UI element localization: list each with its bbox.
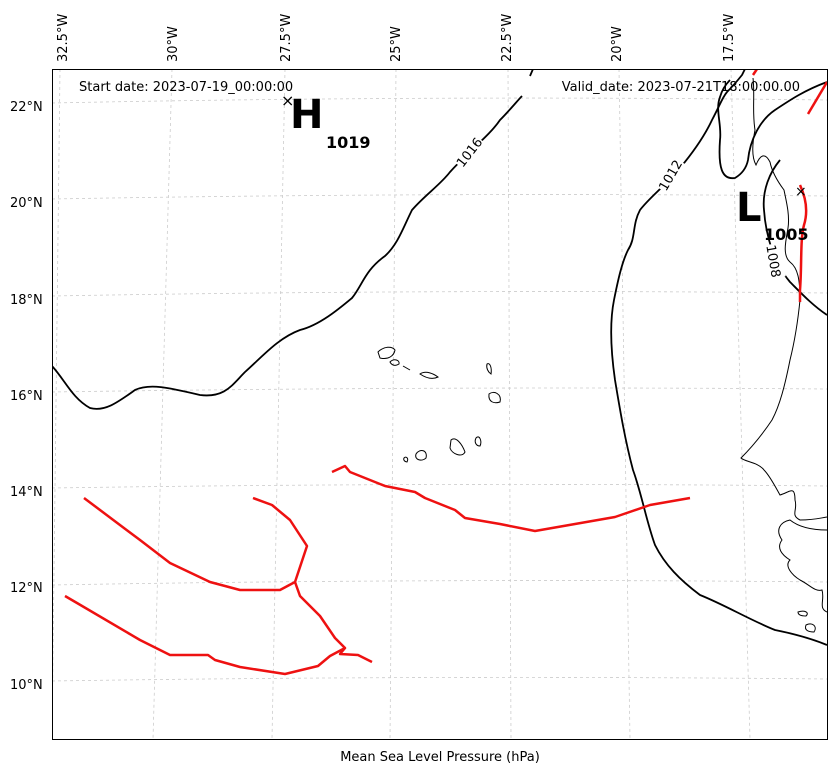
island — [486, 363, 492, 375]
lat-tick-label: 16°N — [10, 389, 43, 404]
lon-tick-label: 22.5°W — [500, 14, 515, 62]
isobar-1012 — [717, 79, 827, 179]
island — [805, 623, 816, 633]
graticule — [52, 69, 827, 739]
coastlines — [377, 77, 827, 633]
lon-tick-label: 30°W — [166, 26, 181, 62]
island — [403, 456, 409, 463]
isobar-1012-upper — [679, 69, 746, 169]
isobar-1016-top — [529, 69, 534, 77]
isobar-label: 1008 — [762, 244, 783, 279]
start-date: Start date: 2023-07-19_00:00:00 — [79, 80, 293, 95]
high-pressure-value: 1019 — [326, 133, 371, 152]
fronts — [64, 69, 827, 676]
africa-coastline-south — [778, 519, 827, 613]
front-line — [331, 464, 691, 533]
island — [402, 365, 411, 371]
low-center-marker-icon: × — [795, 184, 807, 200]
africa-coastline — [740, 77, 827, 521]
lon-tick-label: 20°W — [610, 26, 625, 62]
island — [419, 371, 439, 379]
axis-title: Mean Sea Level Pressure (hPa) — [340, 750, 540, 765]
lon-tick-label: 27.5°W — [279, 14, 294, 62]
high-center-marker-icon: × — [281, 91, 294, 110]
front-line — [338, 647, 373, 664]
front-line — [64, 581, 347, 676]
low-pressure-value: 1005 — [764, 225, 809, 244]
lon-tick-label: 25°W — [389, 26, 404, 62]
island — [377, 346, 396, 359]
island — [415, 450, 427, 461]
lon-tick-label: 32.5°W — [56, 14, 71, 62]
island — [797, 610, 808, 617]
high-symbol: H — [290, 92, 323, 138]
lat-tick-label: 18°N — [10, 293, 43, 308]
latitude-tick-labels: 22°N 20°N 18°N 16°N 14°N 12°N 10°N — [10, 100, 43, 693]
lat-tick-label: 14°N — [10, 485, 43, 500]
front-line — [798, 184, 808, 302]
lat-tick-label: 10°N — [10, 678, 43, 693]
map-frame — [52, 69, 828, 740]
island — [488, 391, 501, 404]
lat-tick-label: 22°N — [10, 100, 43, 115]
valid-date: Valid_date: 2023-07-21T18:00:00.00 — [562, 80, 800, 95]
island — [389, 359, 400, 366]
front-line — [806, 81, 827, 115]
isobar-1016 — [52, 95, 523, 410]
isobar-1012-main — [610, 167, 827, 646]
isobars — [52, 69, 827, 646]
island — [474, 436, 482, 447]
lon-tick-label: 17.5°W — [722, 14, 737, 62]
longitude-tick-labels: 32.5°W 30°W 27.5°W 25°W 22.5°W 20°W 17.5… — [56, 14, 737, 62]
lat-tick-label: 12°N — [10, 581, 43, 596]
high-pressure-center: × H 1019 — [281, 91, 371, 152]
low-pressure-center: × L 1005 — [736, 184, 809, 244]
lat-tick-label: 20°N — [10, 196, 43, 211]
low-symbol: L — [736, 185, 762, 231]
island — [449, 438, 466, 456]
front-line — [83, 496, 309, 592]
